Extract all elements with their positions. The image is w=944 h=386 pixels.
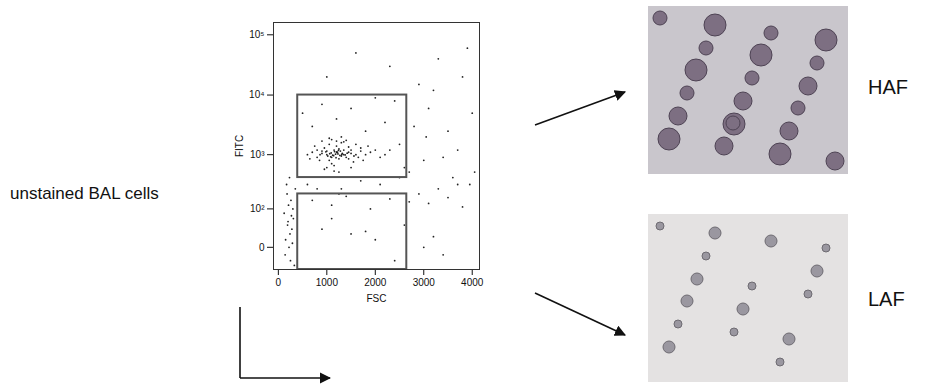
svg-text:4000: 4000 (461, 277, 484, 288)
svg-text:0: 0 (259, 242, 265, 253)
svg-text:FITC: FITC (234, 135, 245, 157)
svg-text:3000: 3000 (413, 277, 436, 288)
svg-text:10⁵: 10⁵ (249, 29, 264, 40)
html-text:HAF: HAF (868, 76, 908, 98)
html-text:LAF: LAF (868, 288, 905, 310)
svg-text:2000: 2000 (364, 277, 387, 288)
svg-text:FSC: FSC (367, 293, 387, 304)
svg-text:10⁴: 10⁴ (249, 89, 264, 100)
svg-text:10³: 10³ (250, 149, 265, 160)
svg-text:10²: 10² (250, 203, 265, 214)
html-text:unstained BAL cells: unstained BAL cells (10, 184, 159, 203)
svg-text:0: 0 (276, 277, 282, 288)
svg-text:1000: 1000 (316, 277, 339, 288)
